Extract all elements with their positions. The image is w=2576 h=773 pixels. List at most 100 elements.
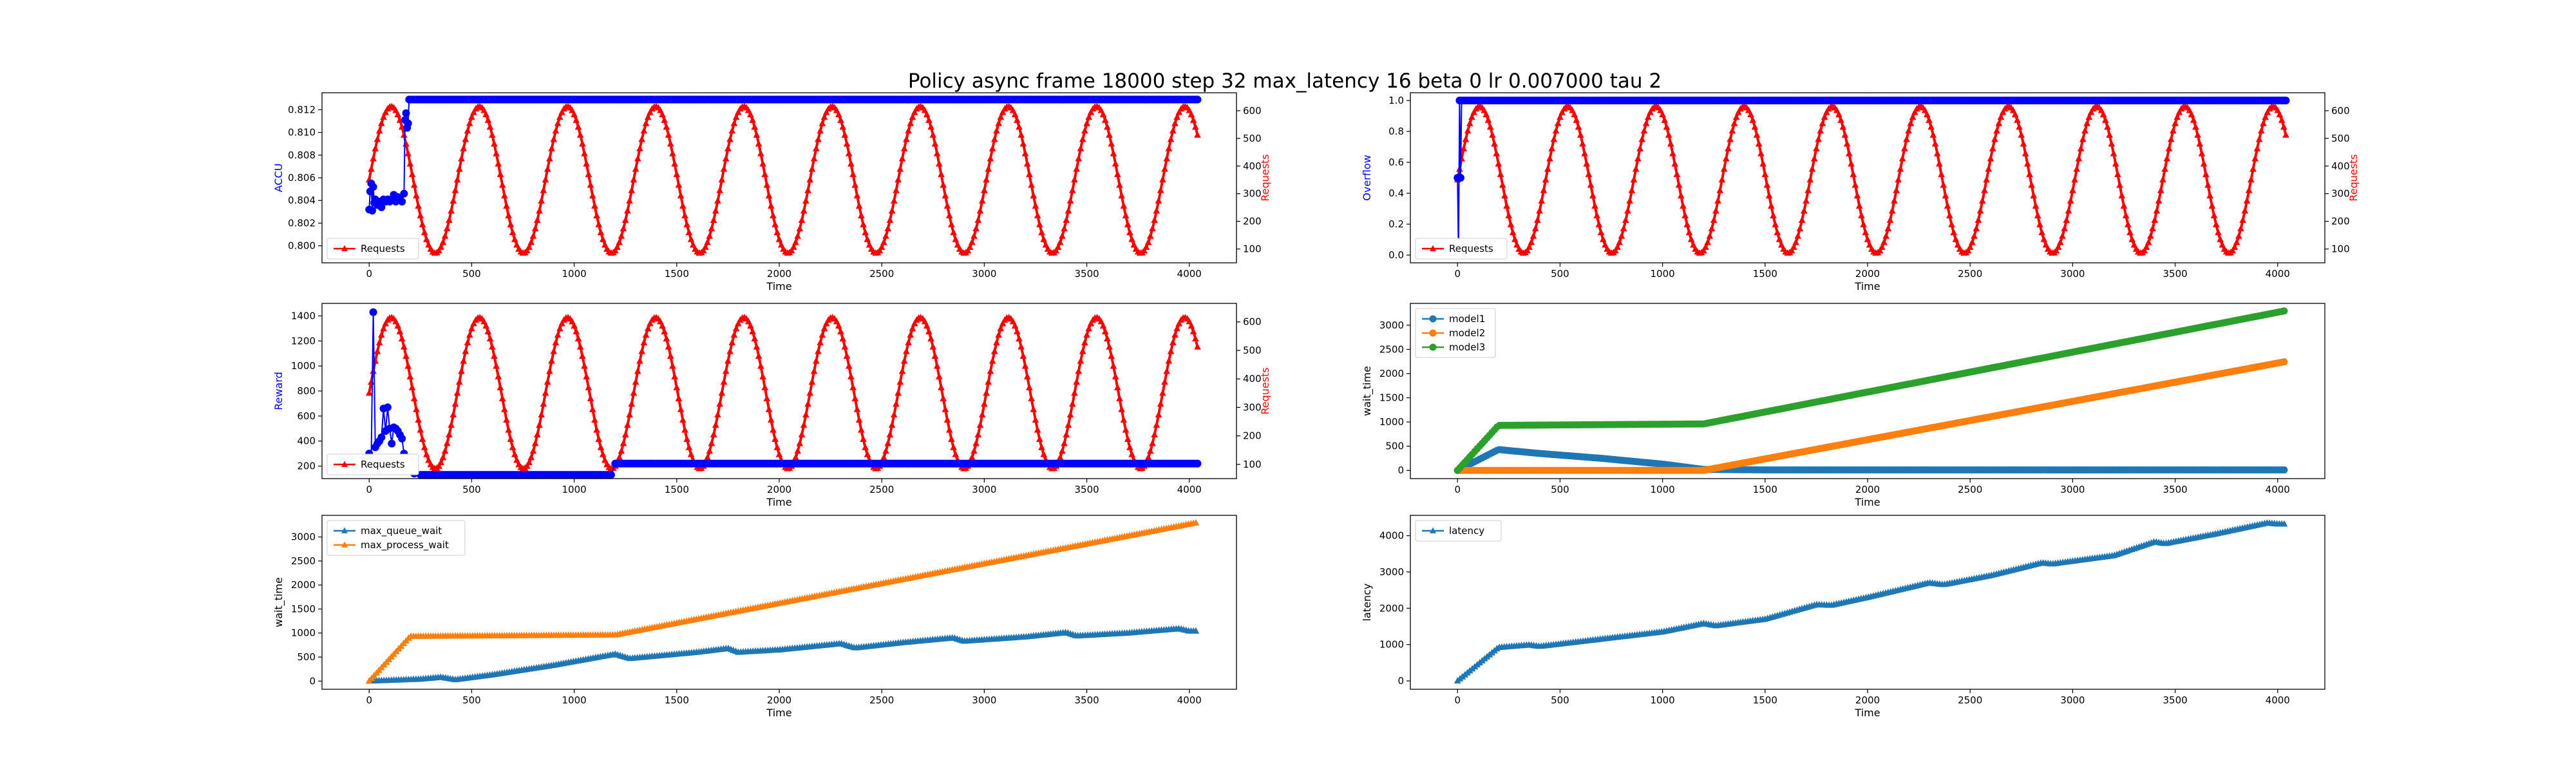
x-tick-label: 0: [1454, 268, 1461, 280]
x-tick-label: 1500: [1753, 694, 1777, 706]
x-tick-label: 2000: [767, 694, 791, 706]
y-tick-label: 2000: [291, 579, 316, 591]
y-axis-label: Reward: [272, 372, 285, 410]
y2-tick-label: 400: [2331, 160, 2350, 172]
x-tick-label: 3000: [972, 268, 996, 280]
y-axis-label: latency: [1361, 584, 1373, 622]
legend: max_queue_wait max_process_wait: [327, 520, 466, 556]
y-tick-label: 1200: [291, 335, 316, 347]
y-tick-label: 800: [297, 385, 316, 397]
y-axis-label: Overflow: [1361, 155, 1373, 200]
y-tick-label: 1000: [1379, 639, 1404, 651]
x-axis-label: Time: [766, 707, 791, 719]
x-tick-label: 500: [1551, 268, 1569, 280]
legend: Requests: [327, 238, 419, 260]
x-axis-label: Time: [1854, 280, 1880, 292]
legend-swatch-marker: [1429, 315, 1437, 323]
y-axis-label: ACCU: [272, 164, 285, 193]
x-tick-label: 3500: [1074, 694, 1099, 706]
x-tick-label: 500: [462, 694, 481, 706]
y-tick-label: 1000: [291, 627, 316, 639]
legend: latency: [1415, 520, 1502, 542]
x-tick-label: 1500: [665, 484, 689, 495]
x-tick-label: 0: [366, 484, 372, 495]
x-tick-label: 2500: [1958, 484, 1982, 495]
series-line-accu: [368, 99, 1198, 211]
series-line-overflow: [1457, 100, 2286, 256]
x-tick-label: 2000: [1855, 268, 1880, 280]
legend-swatch-marker: [341, 461, 348, 467]
plot-area: [365, 519, 1200, 684]
y-tick-label: 0.806: [288, 172, 316, 184]
y-tick-label: 4000: [1379, 530, 1404, 542]
y-tick-label: 0: [1397, 675, 1404, 687]
x-tick-label: 2000: [767, 484, 791, 495]
x-tick-label: 1000: [1651, 268, 1675, 280]
x-tick-label: 3500: [2163, 694, 2187, 706]
legend-swatch-marker: [1430, 245, 1436, 251]
x-tick-label: 4000: [2266, 694, 2290, 706]
x-tick-label: 1500: [665, 694, 689, 706]
y-tick-label: 400: [297, 435, 316, 447]
y-axis-label: wait_time: [1361, 366, 1374, 416]
x-tick-label: 3000: [2060, 268, 2085, 280]
y-tick-label: 2500: [1379, 343, 1404, 355]
legend-entry-label: max_process_wait: [361, 539, 449, 551]
x-tick-label: 1000: [1651, 484, 1675, 495]
y-tick-label: 1500: [1379, 392, 1404, 404]
x-tick-label: 3000: [2060, 484, 2085, 495]
x-tick-label: 3000: [972, 484, 996, 495]
y-tick-label: 0.2: [1388, 218, 1404, 230]
x-tick-label: 3500: [2163, 268, 2187, 280]
plot-area: [1454, 307, 2288, 474]
chart-max-wait: 0 500 1000 1500 2000 2500 3000 3500 4000 0 500 1000…: [272, 515, 1237, 719]
x-tick-label: 0: [1454, 484, 1461, 495]
x-tick-label: 1000: [562, 484, 587, 495]
y-axis-label: wait_time: [272, 577, 285, 627]
y-tick-label: 2500: [291, 555, 316, 567]
legend: Requests: [327, 453, 419, 475]
y2-tick-label: 300: [1243, 188, 1262, 200]
y2-tick-label: 500: [2331, 133, 2350, 144]
x-tick-label: 1500: [665, 268, 689, 280]
legend-entry-label: model2: [1449, 327, 1485, 339]
legend-entry-label: Requests: [361, 243, 405, 254]
series-markers-reward: [365, 308, 1202, 479]
legend-swatch-marker: [1429, 343, 1437, 351]
x-axis-label: Time: [1854, 496, 1880, 508]
x-tick-label: 4000: [2266, 484, 2290, 495]
legend-box: [327, 453, 419, 475]
y-tick-label: 2000: [1379, 368, 1404, 379]
y-tick-label: 0: [1397, 464, 1404, 476]
y-tick-label: 0.810: [288, 127, 316, 138]
x-tick-label: 0: [366, 694, 372, 706]
y2-tick-label: 400: [1243, 373, 1262, 385]
x-tick-label: 4000: [1177, 694, 1202, 706]
x-tick-label: 3000: [2060, 694, 2085, 706]
legend-entry-label: Requests: [361, 459, 405, 470]
legend-swatch-marker: [1430, 527, 1436, 533]
plot-area: [365, 308, 1202, 479]
y2-tick-label: 600: [1243, 316, 1262, 328]
y-tick-label: 1500: [291, 603, 316, 615]
chart-reward: 0 500 1000 1500 2000 2500 3000 3500 4000 200 400 60…: [272, 303, 1271, 508]
series-line-latency: [1456, 521, 2286, 682]
x-tick-label: 500: [462, 268, 481, 280]
y2-tick-label: 300: [1243, 401, 1262, 413]
y2-tick-label: 200: [2331, 216, 2350, 227]
legend-swatch-marker: [341, 541, 348, 548]
x-tick-label: 2500: [1958, 694, 1982, 706]
y2-tick-label: 200: [1243, 216, 1262, 227]
x-tick-label: 2500: [869, 268, 894, 280]
series-markers-accu: [365, 95, 1202, 215]
x-tick-label: 2500: [869, 694, 894, 706]
x-tick-label: 0: [366, 268, 372, 280]
x-tick-label: 500: [1551, 484, 1569, 495]
y2-tick-label: 500: [1243, 133, 1262, 144]
legend-entry-label: latency: [1449, 525, 1484, 537]
y-tick-label: 3000: [1379, 566, 1404, 578]
y-tick-label: 500: [1385, 441, 1404, 452]
series-markers-overflow: [1454, 97, 2290, 259]
legend-box: [1415, 520, 1502, 542]
